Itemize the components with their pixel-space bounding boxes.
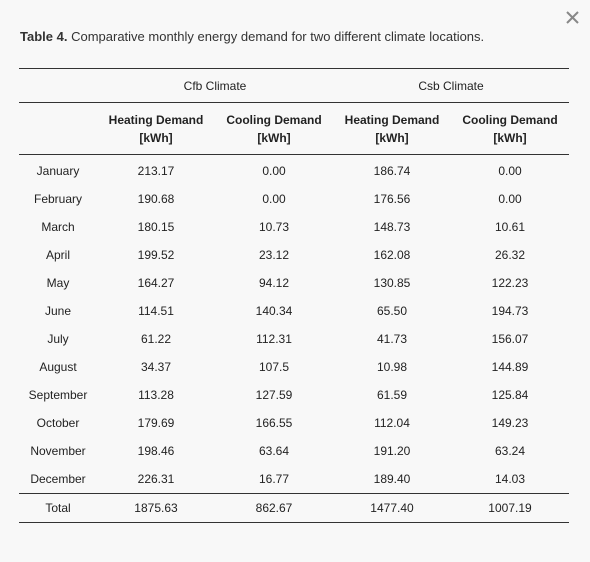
cell: 41.73 <box>376 332 408 346</box>
cell: 189.40 <box>373 472 411 486</box>
cell: 0.00 <box>498 192 522 206</box>
row-label: June <box>44 304 72 318</box>
cell: 65.50 <box>376 304 408 318</box>
caption-text: Comparative monthly energy demand for tw… <box>71 29 485 44</box>
cell: 63.64 <box>258 444 290 458</box>
cell: 186.74 <box>373 164 411 178</box>
cell: 34.37 <box>140 360 172 374</box>
cell: 226.31 <box>137 472 175 486</box>
column-header: Cooling Demand [kWh] <box>451 102 569 155</box>
cell: 61.22 <box>140 332 172 346</box>
cell: 112.31 <box>256 332 292 346</box>
cell: 61.59 <box>376 388 408 402</box>
cell: 63.24 <box>494 444 526 458</box>
table-row: October 179.69 166.55 112.04 149.23 <box>19 409 569 437</box>
cell: 144.89 <box>491 360 529 374</box>
column-header: Heating Demand [kWh] <box>333 102 451 155</box>
cell: 179.69 <box>137 416 175 430</box>
cell: 14.03 <box>494 472 526 486</box>
cell: 122.23 <box>491 276 529 290</box>
column-header: Heating Demand [kWh] <box>97 102 215 155</box>
total-cell: 1007.19 <box>451 493 569 523</box>
cell: 149.23 <box>491 416 529 430</box>
cell: 166.55 <box>255 416 293 430</box>
table-row: June 114.51 140.34 65.50 194.73 <box>19 297 569 325</box>
cell: 16.77 <box>258 472 290 486</box>
empty-header <box>19 102 97 155</box>
row-label: May <box>46 276 70 290</box>
cell: 0.00 <box>498 164 522 178</box>
cell: 180.15 <box>137 220 175 234</box>
total-cell: 1477.40 <box>333 493 451 523</box>
table-row: January 213.17 0.00 186.74 0.00 <box>19 155 569 186</box>
cell: 190.68 <box>137 192 175 206</box>
cell: 198.46 <box>137 444 175 458</box>
table-row: May 164.27 94.12 130.85 122.23 <box>19 269 569 297</box>
row-label: July <box>47 332 69 346</box>
cell: 148.73 <box>373 220 411 234</box>
row-label: October <box>36 416 80 430</box>
row-label: September <box>28 388 88 402</box>
group-header: Cfb Climate <box>97 68 333 103</box>
table-row: August 34.37 107.5 10.98 144.89 <box>19 353 569 381</box>
row-label: April <box>45 248 70 262</box>
table-row: March 180.15 10.73 148.73 10.61 <box>19 213 569 241</box>
table-row: April 199.52 23.12 162.08 26.32 <box>19 241 569 269</box>
close-button[interactable] <box>565 10 581 26</box>
cell: 130.85 <box>373 276 411 290</box>
row-label: March <box>41 220 75 234</box>
cell: 23.12 <box>258 248 290 262</box>
total-cell: 1875.63 <box>97 493 215 523</box>
cell: 127.59 <box>255 388 293 402</box>
cell: 113.28 <box>138 388 174 402</box>
cell: 199.52 <box>137 248 175 262</box>
cell: 162.08 <box>373 248 411 262</box>
table-row: July 61.22 112.31 41.73 156.07 <box>19 325 569 353</box>
row-label: December <box>30 472 86 486</box>
table-row: December 226.31 16.77 189.40 14.03 <box>19 465 569 494</box>
cell: 10.98 <box>376 360 408 374</box>
cell: 112.04 <box>374 416 410 430</box>
cell: 114.51 <box>138 304 174 318</box>
cell: 0.00 <box>262 192 286 206</box>
table-row: February 190.68 0.00 176.56 0.00 <box>19 185 569 213</box>
cell: 94.12 <box>258 276 290 290</box>
row-label: February <box>33 192 83 206</box>
row-label: November <box>30 444 86 458</box>
cell: 10.61 <box>494 220 526 234</box>
caption-label: Table 4. <box>20 29 68 44</box>
row-label: January <box>36 164 80 178</box>
total-cell: 862.67 <box>215 493 333 523</box>
group-header: Csb Climate <box>333 68 569 103</box>
cell: 107.5 <box>258 360 290 374</box>
row-label: August <box>39 360 77 374</box>
empty-header <box>19 68 97 103</box>
column-header: Cooling Demand [kWh] <box>215 102 333 155</box>
cell: 194.73 <box>491 304 529 318</box>
total-label: Total <box>19 493 97 523</box>
cell: 213.17 <box>137 164 175 178</box>
data-table: Cfb Climate Csb Climate Heating Demand [k… <box>19 68 569 523</box>
cell: 10.73 <box>258 220 290 234</box>
table-row: September 113.28 127.59 61.59 125.84 <box>19 381 569 409</box>
table-row: November 198.46 63.64 191.20 63.24 <box>19 437 569 465</box>
cell: 125.84 <box>491 388 529 402</box>
cell: 156.07 <box>491 332 529 346</box>
cell: 140.34 <box>255 304 293 318</box>
cell: 191.20 <box>373 444 411 458</box>
caption: Table 4. Comparative monthly energy dema… <box>20 29 484 44</box>
cell: 176.56 <box>373 192 411 206</box>
cell: 164.27 <box>137 276 175 290</box>
cell: 0.00 <box>262 164 286 178</box>
cell: 26.32 <box>494 248 526 262</box>
